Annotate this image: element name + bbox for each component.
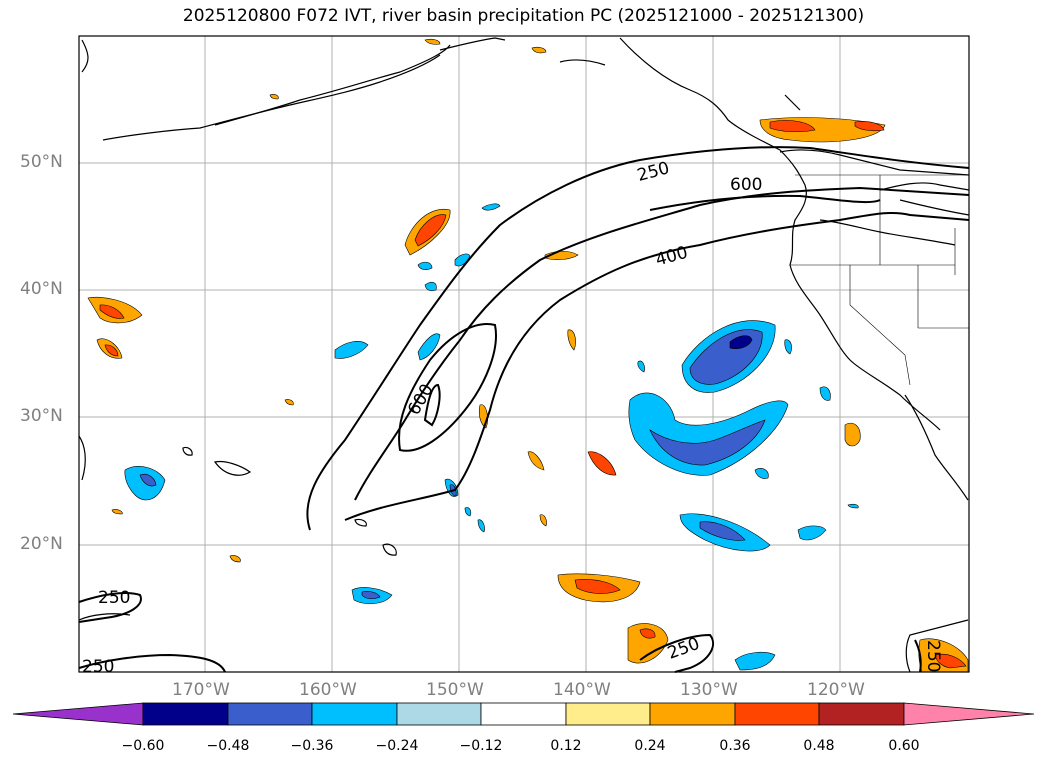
colorbar-tick-label: 0.36 [719, 738, 751, 754]
colorbar-tick-label: 0.12 [550, 738, 582, 754]
lat-label: 30°N [20, 406, 63, 426]
colorbar-tick-label: −0.12 [459, 738, 503, 754]
map-title: 2025120800 F072 IVT, river basin precipi… [182, 6, 865, 26]
colorbar-tick-label: −0.36 [290, 738, 334, 754]
lon-label: 120°W [807, 680, 865, 700]
contour-label: 250 [98, 588, 130, 608]
lon-label: 160°W [299, 680, 357, 700]
lat-label: 40°N [20, 279, 63, 299]
colorbar-tick-label: −0.24 [375, 738, 419, 754]
colorbar-tick-label: −0.60 [121, 738, 165, 754]
contour-label: 600 [730, 175, 762, 195]
lat-label: 20°N [20, 534, 63, 554]
ivt-contours [78, 146, 970, 673]
colorbar-tick-label: 0.24 [634, 738, 666, 754]
lon-label: 170°W [172, 680, 230, 700]
lon-label: 140°W [553, 680, 611, 700]
lon-label: 130°W [680, 680, 738, 700]
colorbar-tick-label: 0.48 [803, 738, 835, 754]
contour-label: 250 [82, 657, 114, 677]
colorbar [12, 702, 1035, 726]
lon-label: 150°W [426, 680, 484, 700]
lat-label: 50°N [20, 152, 63, 172]
colorbar-tick-label: −0.48 [206, 738, 250, 754]
colorbar-tick-label: 0.60 [888, 738, 920, 754]
contour-label: 250 [923, 640, 943, 672]
gridlines [79, 36, 969, 672]
precip-anomalies [87, 38, 969, 673]
admin-borders [790, 174, 969, 386]
